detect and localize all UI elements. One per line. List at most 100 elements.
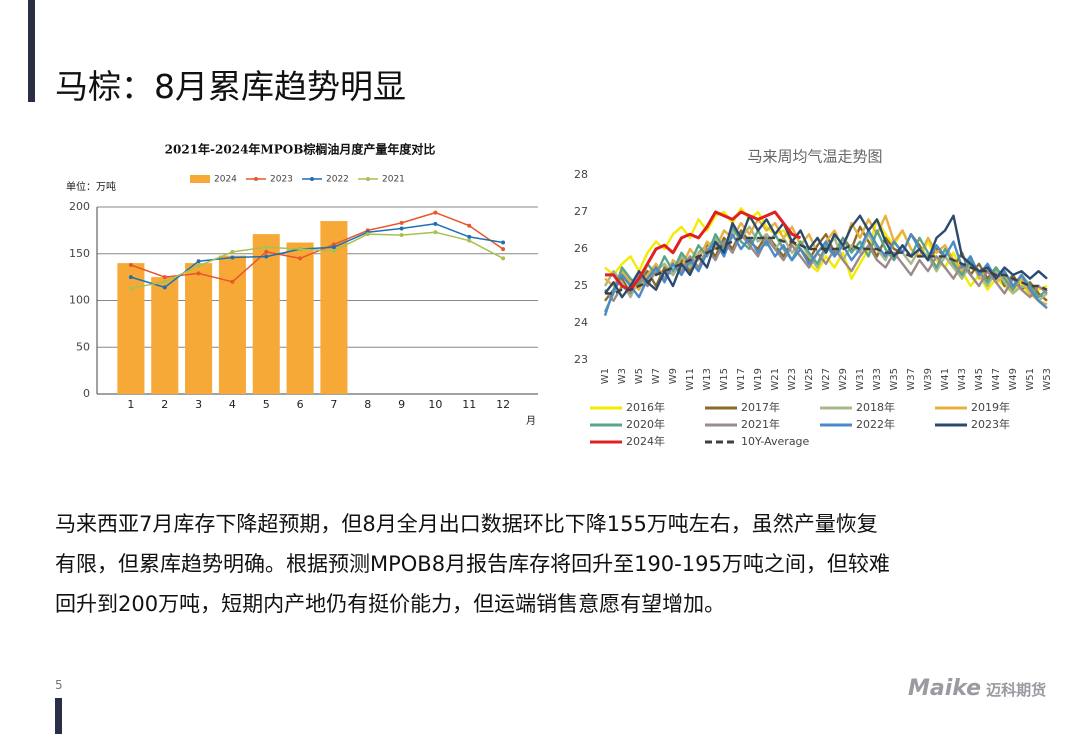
line-marker [196, 263, 201, 268]
x-tick-label: 3 [195, 398, 202, 411]
series-line [604, 214, 1048, 299]
series-line [130, 223, 504, 289]
body-text: 回升到200万吨，短期内产地仍有挺价能力，但运端销售意愿有望增加。 [55, 592, 726, 616]
series-line [604, 207, 1048, 299]
y-tick-label: 24 [574, 316, 588, 329]
line-marker [365, 232, 370, 237]
legend-swatch [190, 175, 210, 183]
x-tick-label: 1 [127, 398, 134, 411]
x-tick-label: W19 [753, 368, 764, 391]
x-tick-label: W5 [634, 368, 645, 384]
page-number: 5 [55, 678, 63, 692]
logo-brand: Maike [908, 676, 982, 701]
body-text: 有限，但累库趋势明确。根据预测MPOB8月报告库存将回升至190-195万吨之间… [55, 552, 890, 576]
line-marker [399, 226, 404, 231]
x-tick-label: W9 [668, 368, 679, 384]
x-tick-label: 2 [161, 398, 168, 411]
line-marker [501, 256, 506, 261]
x-tick-label: W45 [974, 368, 985, 391]
bar [286, 242, 314, 394]
logo-name: 迈科期货 [986, 681, 1047, 699]
legend-label: 2023 [270, 175, 293, 185]
x-tick-label: W29 [838, 368, 849, 391]
line-marker [399, 233, 404, 238]
series-line [605, 210, 802, 292]
line-marker [264, 254, 269, 259]
logo: Maike 迈科期货 [908, 676, 1046, 701]
line-marker [433, 230, 438, 235]
y-tick-label: 50 [76, 340, 90, 353]
x-tick-label: W51 [1025, 368, 1036, 391]
line-marker [196, 271, 201, 276]
y-tick-label: 100 [69, 294, 90, 307]
x-tick-label: W25 [804, 368, 815, 391]
legend-label: 2022 [326, 175, 349, 185]
line-marker [433, 210, 438, 215]
x-tick-label: 12 [496, 398, 510, 411]
line-marker [467, 238, 472, 243]
line-marker [162, 285, 167, 290]
line-marker [230, 255, 235, 260]
x-tick-label: W47 [991, 368, 1002, 391]
y-tick-label: 25 [574, 279, 588, 292]
y-tick-label: 28 [574, 168, 588, 181]
line-marker [501, 247, 506, 252]
y-tick-label: 200 [69, 200, 90, 213]
legend-marker [310, 177, 314, 181]
legend-label: 2022年 [856, 417, 895, 431]
bar [151, 277, 179, 394]
x-tick-label: 11 [462, 398, 476, 411]
x-tick-label: W17 [736, 368, 747, 391]
x-tick-label: 9 [398, 398, 405, 411]
y-tick-label: 150 [69, 247, 90, 260]
x-tick-label: W33 [872, 368, 883, 391]
charts: 2021年-2024年MPOB棕榈油月度产量年度对比单位：万吨月05010015… [66, 142, 1053, 449]
bar [117, 263, 145, 394]
series-line [130, 231, 504, 290]
legend-label: 2018年 [856, 400, 895, 414]
x-tick-label: W3 [617, 368, 628, 384]
footer-bar [55, 698, 62, 734]
line-marker [264, 249, 269, 254]
line-marker [433, 221, 438, 226]
legend-label: 2019年 [971, 400, 1010, 414]
line-marker [298, 256, 303, 261]
y-tick-label: 0 [83, 387, 90, 400]
legend-label: 10Y-Average [741, 435, 810, 448]
accent-bar [28, 0, 35, 102]
legend-marker [366, 177, 370, 181]
bar [218, 255, 246, 394]
x-tick-label: W1 [600, 368, 611, 384]
legend-label: 2021年 [741, 417, 780, 431]
line-marker [128, 262, 133, 267]
x-tick-label: W27 [821, 368, 832, 391]
series-line [604, 214, 1048, 306]
x-tick-label: W39 [923, 368, 934, 391]
x-tick-label: 7 [330, 398, 337, 411]
line-marker [467, 234, 472, 239]
x-axis-label: 月 [526, 415, 536, 427]
x-tick-label: W13 [702, 368, 713, 391]
x-tick-label: W53 [1042, 368, 1053, 391]
line-marker [230, 279, 235, 284]
line-marker [196, 259, 201, 264]
x-tick-label: W35 [889, 368, 900, 391]
x-tick-label: 10 [428, 398, 442, 411]
legend-label: 2023年 [971, 417, 1010, 431]
y-tick-label: 26 [574, 242, 588, 255]
x-tick-label: 5 [263, 398, 270, 411]
x-tick-label: W31 [855, 368, 866, 391]
line-marker [399, 220, 404, 225]
line-marker [128, 275, 133, 280]
slide-title: 马棕：8月累库趋势明显 [55, 67, 406, 106]
x-tick-label: 4 [229, 398, 236, 411]
x-tick-label: 8 [364, 398, 371, 411]
legend-marker [254, 177, 258, 181]
chart-title: 马来周均气温走势图 [747, 148, 882, 166]
legend-label: 2021 [382, 175, 405, 185]
line-marker [331, 245, 336, 250]
y-tick-label: 27 [574, 205, 588, 218]
line-marker [331, 242, 336, 247]
x-tick-label: W21 [770, 368, 781, 391]
legend-label: 2024年 [626, 434, 665, 448]
